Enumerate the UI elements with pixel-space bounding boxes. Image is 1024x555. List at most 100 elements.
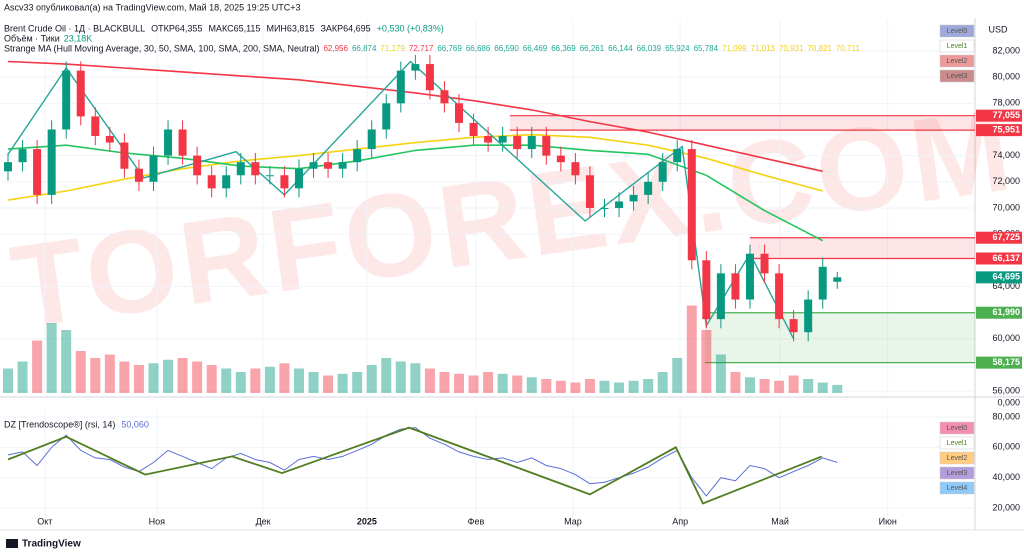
publisher: Ascv33 опубликовал(а) на TradingView.com… bbox=[4, 2, 300, 12]
volume-bar bbox=[497, 373, 508, 393]
volume-bar bbox=[293, 368, 304, 393]
price-label: 64,695 bbox=[992, 272, 1020, 282]
price-label-box bbox=[976, 231, 1022, 244]
y-tick-label: 40,000 bbox=[992, 472, 1020, 482]
candle-body bbox=[687, 149, 696, 261]
volume-bar bbox=[730, 372, 741, 393]
ma-value: 66,369 bbox=[551, 44, 576, 53]
volume-bar bbox=[308, 372, 319, 393]
volume-bar bbox=[163, 359, 174, 393]
level-label: Level0 bbox=[947, 425, 968, 432]
volume-bar bbox=[628, 380, 639, 393]
ma-value: 66,261 bbox=[580, 44, 605, 53]
ohlc-value: ЗАКР64,695 bbox=[320, 23, 370, 33]
volume-bar bbox=[119, 361, 130, 393]
zone bbox=[704, 312, 975, 363]
ma-value: 70,711 bbox=[836, 44, 860, 53]
volume-bar bbox=[788, 375, 799, 393]
candle-body bbox=[353, 149, 362, 163]
price-label: 58,175 bbox=[992, 357, 1020, 367]
level-swatch bbox=[939, 54, 975, 68]
y-tick-label: 60,000 bbox=[992, 333, 1020, 343]
candle-body bbox=[833, 277, 842, 282]
y-tick-label: 70,000 bbox=[992, 202, 1020, 212]
candle-body bbox=[222, 175, 231, 189]
footer: TradingView bbox=[22, 539, 81, 550]
candle-body bbox=[455, 103, 464, 123]
volume-value: 23,18K bbox=[64, 33, 93, 43]
volume-bar bbox=[555, 380, 566, 393]
candle-body bbox=[367, 129, 376, 150]
volume-bar bbox=[337, 373, 348, 393]
candle-body bbox=[615, 201, 624, 208]
volume-bar bbox=[759, 379, 770, 393]
volume-bar bbox=[250, 368, 261, 393]
candle-body bbox=[76, 70, 85, 117]
price-label-box bbox=[976, 306, 1022, 319]
axis-top-label: 0,000 bbox=[997, 397, 1020, 407]
volume-bar bbox=[221, 368, 232, 393]
level-label: Level4 bbox=[947, 485, 968, 492]
candle-body bbox=[673, 149, 682, 163]
candle-body bbox=[382, 103, 391, 130]
x-tick-label: Ноя bbox=[149, 516, 166, 526]
level-swatch bbox=[939, 39, 975, 53]
ohlc-value: ОТКР64,355 bbox=[151, 23, 202, 33]
price-label-box bbox=[976, 124, 1022, 137]
volume-bar bbox=[32, 340, 43, 393]
candle-body bbox=[33, 149, 42, 195]
volume-bar bbox=[381, 358, 392, 393]
candle-body bbox=[396, 70, 405, 104]
ma-value: 66,144 bbox=[608, 44, 633, 53]
volume-bar bbox=[439, 372, 450, 393]
ma-value: 70,931 bbox=[779, 44, 804, 53]
candle-body bbox=[236, 162, 245, 176]
volume-bar bbox=[541, 379, 552, 393]
candle-body bbox=[91, 116, 100, 137]
volume-bar bbox=[323, 375, 334, 393]
candle-body bbox=[105, 136, 114, 143]
price-label: 66,137 bbox=[992, 253, 1020, 263]
volume-bar bbox=[526, 377, 537, 393]
y-tick-label: 20,000 bbox=[992, 502, 1020, 512]
volume-bar bbox=[46, 323, 57, 393]
level-label: Level3 bbox=[947, 470, 968, 477]
volume-bar bbox=[235, 372, 246, 393]
zone bbox=[749, 237, 975, 259]
symbol-title: Brent Crude Oil · 1Д · BLACKBULL bbox=[4, 23, 145, 33]
candle-body bbox=[149, 155, 158, 182]
y-tick-label: 80,000 bbox=[992, 72, 1020, 82]
ma-line bbox=[7, 60, 823, 173]
candle-body bbox=[425, 64, 434, 91]
currency: USD bbox=[988, 24, 1008, 34]
indicator-value: 50,060 bbox=[121, 419, 149, 429]
candle-body bbox=[440, 90, 449, 104]
level-label: Level2 bbox=[947, 58, 968, 65]
indicator-title: DZ [Trendoscope®] (rsi, 14) bbox=[4, 419, 115, 429]
candle-body bbox=[542, 136, 551, 156]
candle-body bbox=[4, 162, 13, 172]
y-tick-label: 78,000 bbox=[992, 98, 1020, 108]
volume-bar bbox=[512, 375, 523, 393]
candle-body bbox=[324, 162, 333, 169]
volume-bar bbox=[206, 365, 217, 393]
x-tick-label: Июн bbox=[879, 516, 897, 526]
candle-body bbox=[338, 162, 347, 169]
candle-body bbox=[644, 181, 653, 195]
candle-body bbox=[716, 273, 725, 320]
volume-bar bbox=[570, 382, 581, 393]
candle-body bbox=[120, 142, 129, 169]
volume-bar bbox=[686, 305, 697, 393]
candle-body bbox=[18, 149, 27, 163]
volume-bar bbox=[352, 372, 363, 393]
candle-body bbox=[585, 175, 594, 208]
y-tick-label: 60,000 bbox=[992, 442, 1020, 452]
y-tick-label: 74,000 bbox=[992, 150, 1020, 160]
volume-bar bbox=[395, 361, 406, 393]
ma-value: 66,686 bbox=[466, 44, 491, 53]
price-label-box bbox=[976, 356, 1022, 369]
x-tick-label: Окт bbox=[37, 516, 52, 526]
volume-bar bbox=[715, 354, 726, 393]
